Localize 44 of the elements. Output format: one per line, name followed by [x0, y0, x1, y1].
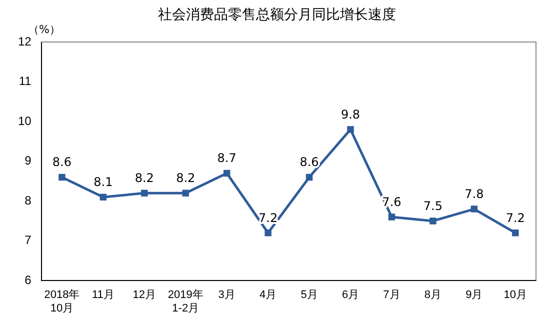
- x-tick-label: 3月: [218, 289, 236, 302]
- y-tick-label: 9: [24, 154, 32, 168]
- data-label: 7.2: [258, 210, 278, 225]
- data-label: 8.2: [134, 171, 154, 186]
- y-tick-label: 10: [18, 114, 32, 128]
- x-tick-label: 7月: [383, 289, 400, 302]
- point: [223, 170, 230, 177]
- data-label: 7.8: [464, 187, 484, 202]
- x-tick-label: 4月: [260, 289, 277, 302]
- y-tick-label: 11: [18, 74, 32, 88]
- point: [388, 214, 396, 220]
- data-label: 8.7: [217, 151, 236, 166]
- data-label: 8.6: [52, 155, 72, 170]
- point: [264, 230, 272, 236]
- y-tick-label: 12: [18, 34, 32, 48]
- point: [306, 174, 313, 181]
- x-tick-label: 6月: [342, 289, 360, 302]
- x-tick-label: 2019年 1-2月: [168, 289, 204, 314]
- data-label: 7.5: [423, 198, 442, 213]
- point: [512, 230, 519, 236]
- point: [100, 194, 107, 200]
- x-tick-label: 5月: [300, 289, 318, 302]
- point: [58, 174, 66, 181]
- chart-title: 社会消费品零售总额分月同比增长速度: [157, 6, 397, 24]
- point: [182, 190, 189, 196]
- data-label: 8.1: [94, 175, 113, 190]
- data-label: 8.2: [176, 171, 196, 186]
- y-axis-title: （%）: [28, 22, 60, 37]
- y-tick-label: 8: [24, 193, 32, 208]
- point: [347, 126, 354, 133]
- point: [470, 206, 478, 212]
- data-label: 9.8: [340, 107, 360, 122]
- x-tick-label: 2018年 10月: [44, 289, 80, 314]
- data-label: 8.6: [300, 155, 319, 170]
- point: [430, 218, 436, 224]
- x-tick-label: 8月: [424, 289, 442, 302]
- x-tick-label: 9月: [466, 289, 483, 302]
- y-tick-label: 7: [24, 233, 32, 248]
- x-tick-label: 12月: [132, 289, 156, 302]
- y-tick-label: 6: [24, 272, 32, 287]
- point: [141, 190, 148, 196]
- x-tick-label: 10月: [504, 289, 528, 302]
- data-label: 7.2: [506, 210, 525, 225]
- x-tick-label: 11月: [92, 289, 114, 302]
